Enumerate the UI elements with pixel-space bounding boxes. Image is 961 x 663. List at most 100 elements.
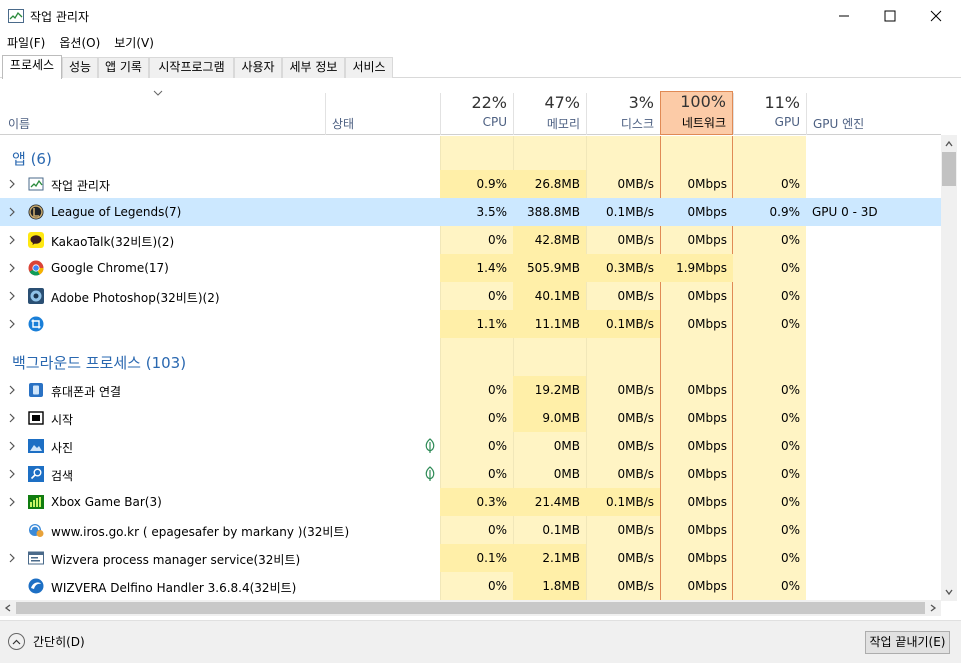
gpu-value: 0% [780,411,800,425]
header-disk[interactable]: 3% 디스크 [586,93,660,135]
table-row[interactable]: 검색 0% 0MB 0MB/s 0Mbps 0% [0,460,941,488]
memory-value: 0MB [553,439,580,453]
table-row[interactable]: KakaoTalk(32비트)(2) 0% 42.8MB 0MB/s 0Mbps 0% [0,226,941,254]
chevron-right-icon[interactable] [8,413,16,423]
scroll-right-icon[interactable] [928,603,938,613]
chevron-right-icon[interactable] [8,385,16,395]
disk-value: 0.1MB/s [606,495,654,509]
chevron-right-icon[interactable] [8,497,16,507]
chevron-right-icon[interactable] [8,291,16,301]
cpu-cell: 0.1% [440,544,513,572]
vertical-scrollbar[interactable] [941,135,957,601]
disk-value: 0MB/s [617,233,654,247]
disk-cell: 0MB/s [586,404,660,432]
horizontal-scroll-thumb[interactable] [16,602,925,614]
gpu-engine-cell [806,376,941,404]
tab-app-history[interactable]: 앱 기록 [98,57,149,78]
tab-processes[interactable]: 프로세스 [2,55,62,79]
league-of-legends-icon [28,204,44,220]
scroll-down-icon[interactable] [944,587,954,597]
gpu-cell: 0% [733,254,806,282]
header-cpu[interactable]: 22% CPU [440,93,513,135]
disk-value: 0MB/s [617,551,654,565]
chevron-up-circle-icon [8,633,25,650]
table-row[interactable]: 작업 관리자 0.9% 26.8MB 0MB/s 0Mbps 0% [0,170,941,198]
cpu-value: 0% [487,439,507,453]
table-row[interactable]: 휴대폰과 연결 0% 19.2MB 0MB/s 0Mbps 0% [0,376,941,404]
tab-startup[interactable]: 시작프로그램 [149,57,234,78]
cpu-cell: 0% [440,460,513,488]
menu-options[interactable]: 옵션(O) [59,36,101,50]
chevron-right-icon[interactable] [8,553,16,563]
header-memory[interactable]: 47% 메모리 [513,93,586,135]
tab-details[interactable]: 세부 정보 [282,57,345,78]
header-network[interactable]: 100% 네트워크 [660,91,733,135]
table-row[interactable]: Adobe Photoshop(32비트)(2) 0% 40.1MB 0MB/s 0Mb… [0,282,941,310]
table-row[interactable]: Xbox Game Bar(3) 0.3% 21.4MB 0.1MB/s 0Mbps 0% [0,488,941,516]
disk-cell: 0MB/s [586,432,660,460]
tab-users[interactable]: 사용자 [234,57,282,78]
cpu-cell: 0% [440,432,513,460]
chevron-right-icon[interactable] [8,469,16,479]
cpu-value: 0.1% [476,551,508,565]
vertical-scroll-thumb[interactable] [942,152,956,186]
network-value: 0Mbps [687,205,727,219]
phone-link-icon [29,383,43,397]
network-value: 0Mbps [687,439,727,453]
chevron-right-icon[interactable] [8,207,16,217]
table-row[interactable]: 1.1% 11.1MB 0.1MB/s 0Mbps 0% [0,310,941,338]
disk-cell: 0MB/s [586,376,660,404]
header-gpu-engine[interactable]: GPU 엔진 [806,93,941,135]
group-header-apps[interactable]: 앱 (6) [0,142,941,170]
scroll-left-icon[interactable] [3,603,13,613]
xbox-game-bar-icon [28,495,44,509]
fewer-details-button[interactable]: 간단히(D) [8,633,85,650]
cpu-cell: 0% [440,572,513,600]
gpu-cell: 0% [733,572,806,600]
chevron-right-icon[interactable] [8,179,16,189]
gpu-value: 0% [780,579,800,593]
table-row[interactable]: Google Chrome(17) 1.4% 505.9MB 0.3MB/s 1.9Mb… [0,254,941,282]
process-name: Xbox Game Bar(3) [51,495,162,509]
disk-value: 0.3MB/s [606,261,654,275]
chevron-right-icon[interactable] [8,319,16,329]
table-row[interactable]: www.iros.go.kr ( epagesafer by markany )… [0,516,941,544]
gpu-value: 0% [780,261,800,275]
header-name[interactable]: 이름 [8,117,31,131]
cpu-value: 3.5% [476,205,508,219]
process-name: 시작 [51,413,74,427]
chevron-right-icon[interactable] [8,263,16,273]
gpu-value: 0% [780,317,800,331]
menu-view[interactable]: 보기(V) [114,36,154,50]
network-cell: 0Mbps [660,170,733,198]
chevron-right-icon[interactable] [8,235,16,245]
gpu-cell: 0% [733,226,806,254]
header-gpu[interactable]: 11% GPU [733,93,806,135]
disk-value: 0MB/s [617,579,654,593]
gpu-engine-cell [806,404,941,432]
group-header-background[interactable]: 백그라운드 프로세스 (103) [0,348,941,376]
table-row[interactable]: WIZVERA Delfino Handler 3.6.8.4(32비트) 0% 1… [0,572,941,600]
close-button[interactable] [913,0,959,32]
maximize-button[interactable] [867,0,913,32]
cpu-cell: 0% [440,226,513,254]
network-value: 0Mbps [687,551,727,565]
disk-value: 0MB/s [617,467,654,481]
chevron-right-icon[interactable] [8,441,16,451]
memory-cell: 505.9MB [513,254,586,282]
menu-file[interactable]: 파일(F) [7,36,46,50]
tab-performance[interactable]: 성능 [62,57,98,78]
tab-services[interactable]: 서비스 [345,57,393,78]
memory-cell: 11.1MB [513,310,586,338]
minimize-button[interactable] [821,0,867,32]
end-task-button[interactable]: 작업 끝내기(E) [865,631,950,654]
cpu-value: 0% [487,523,507,537]
table-row[interactable]: League of Legends(7) 3.5% 388.8MB 0.1MB/s 0M… [0,198,941,226]
gpu-engine-cell [806,282,941,310]
header-status-cell[interactable]: 상태 [325,93,441,135]
table-row[interactable]: Wizvera process manager service(32비트) 0.1… [0,544,941,572]
table-row[interactable]: 사진 0% 0MB 0MB/s 0Mbps 0% [0,432,941,460]
scroll-up-icon[interactable] [944,139,954,149]
table-row[interactable]: 시작 0% 9.0MB 0MB/s 0Mbps 0% [0,404,941,432]
gpu-engine-cell [806,488,941,516]
